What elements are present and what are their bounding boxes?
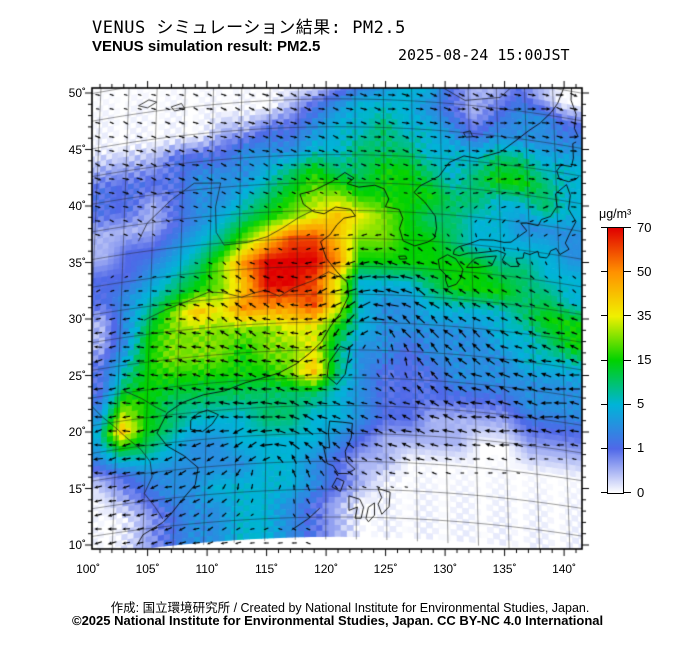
lat-tick-label: 35˚	[68, 255, 86, 270]
colorbar-tick-mark	[623, 227, 631, 228]
colorbar-tick-label: 50	[637, 263, 652, 279]
colorbar-tick-mark	[601, 227, 607, 228]
colorbar-tick-label: 5	[637, 396, 645, 412]
lon-tick-label: 110˚	[195, 562, 219, 576]
colorbar-tick-mark	[623, 359, 631, 361]
colorbar-tick-mark	[601, 492, 607, 493]
colorbar-tick-mark	[601, 403, 607, 405]
lat-tick-label: 10˚	[68, 538, 86, 552]
lat-tick-label: 15˚	[68, 481, 86, 496]
lat-tick-label: 40˚	[68, 199, 86, 213]
colorbar-tick-mark	[601, 447, 607, 449]
page-title-english: VENUS simulation result: PM2.5	[92, 38, 321, 55]
lon-tick-label: 120˚	[314, 562, 339, 576]
lon-tick-label: 125˚	[373, 562, 398, 576]
colorbar-gradient	[607, 227, 624, 494]
colorbar-tick-mark	[601, 359, 607, 361]
colorbar-tick-label: 15	[637, 352, 652, 367]
lon-tick-label: 130˚	[433, 562, 458, 576]
colorbar-tick-mark	[601, 271, 607, 273]
colorbar-tick-mark	[623, 315, 631, 317]
colorbar-tick-mark	[623, 271, 631, 273]
lon-tick-label: 135˚	[492, 562, 517, 576]
lon-tick-label: 100˚	[76, 562, 101, 576]
license-line: ©2025 National Institute for Environment…	[72, 613, 604, 628]
colorbar-tick-mark	[623, 492, 631, 493]
colorbar-tick-mark	[623, 447, 631, 449]
colorbar-tick-label: 0	[637, 484, 645, 500]
colorbar-tick-mark	[623, 403, 631, 405]
lon-tick-label: 140˚	[552, 562, 577, 576]
lat-tick-label: 20˚	[68, 425, 86, 439]
lon-tick-label: 115˚	[255, 562, 279, 576]
credit-line: 作成: 国立環境研究所 / Created by National Instit…	[110, 601, 590, 615]
lat-tick-label: 25˚	[68, 368, 86, 383]
lat-tick-label: 45˚	[68, 142, 86, 157]
colorbar-tick-label: 70	[637, 219, 652, 235]
colorbar-tick-label: 35	[637, 307, 652, 323]
colorbar-tick-mark	[601, 315, 607, 317]
lat-tick-label: 30˚	[68, 312, 86, 326]
lon-tick-label: 105˚	[135, 562, 160, 576]
colorbar-unit-label: μg/m³	[599, 207, 632, 221]
colorbar-tick-label: 1	[637, 440, 645, 456]
simulation-timestamp: 2025-08-24 15:00JST	[398, 46, 570, 64]
lat-tick-label: 50˚	[68, 86, 86, 100]
page-title-japanese: VENUS シミュレーション結果: PM2.5	[92, 18, 406, 38]
